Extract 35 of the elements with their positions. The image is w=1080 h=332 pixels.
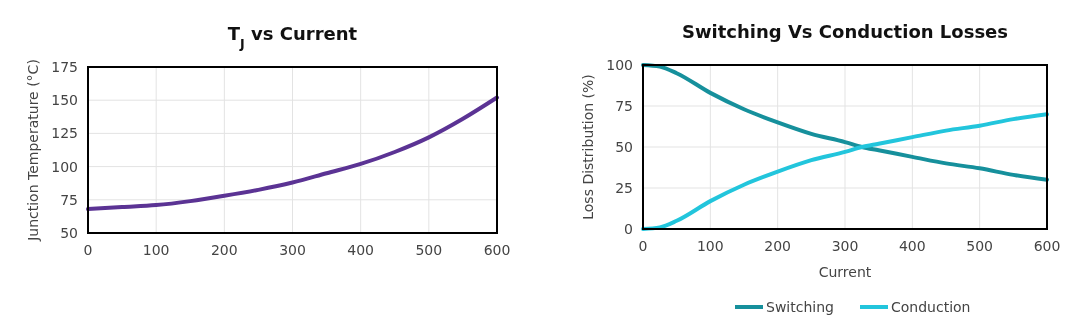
y-tick-label: 75: [615, 98, 633, 114]
y-axis-title: Loss Distribution (%): [580, 74, 596, 220]
x-tick-label: 100: [696, 238, 724, 254]
x-tick-label: 600: [483, 242, 511, 258]
y-tick-label: 0: [624, 221, 633, 237]
y-tick-label: 150: [51, 92, 78, 109]
x-tick-label: 0: [83, 242, 93, 258]
x-axis-title: Current: [818, 264, 872, 280]
x-tick-label: 300: [831, 238, 859, 254]
y-tick-label: 75: [60, 191, 78, 208]
x-tick-label: 600: [1033, 238, 1061, 254]
y-tick-label: 125: [51, 125, 78, 142]
legend-label: Conduction: [891, 299, 971, 315]
y-tick-label: 25: [615, 180, 633, 196]
y-tick-label: 100: [606, 57, 633, 73]
chart-title: T$_{J}$ vs Current: [227, 23, 358, 51]
line-series: [641, 63, 1049, 182]
y-axis-title: Junction Temperature (°C): [25, 59, 41, 242]
x-tick-label: 100: [142, 242, 170, 258]
y-tick-label: 50: [60, 225, 78, 241]
x-tick-label: 500: [966, 238, 994, 254]
x-tick-label: 500: [415, 242, 443, 258]
chart-title: Switching Vs Conduction Losses: [681, 21, 1009, 42]
x-tick-label: 200: [210, 242, 238, 258]
line-series: [641, 112, 1049, 231]
y-tick-label: 175: [51, 59, 78, 75]
y-tick-label: 100: [51, 158, 78, 175]
line-series: [86, 95, 499, 212]
x-tick-label: 300: [279, 242, 306, 258]
x-tick-label: 400: [898, 238, 926, 254]
y-tick-label: 50: [615, 139, 633, 155]
x-tick-label: 0: [638, 238, 648, 254]
legend-label: Switching: [766, 299, 834, 315]
x-tick-label: 400: [347, 242, 375, 258]
x-tick-label: 200: [764, 238, 792, 254]
